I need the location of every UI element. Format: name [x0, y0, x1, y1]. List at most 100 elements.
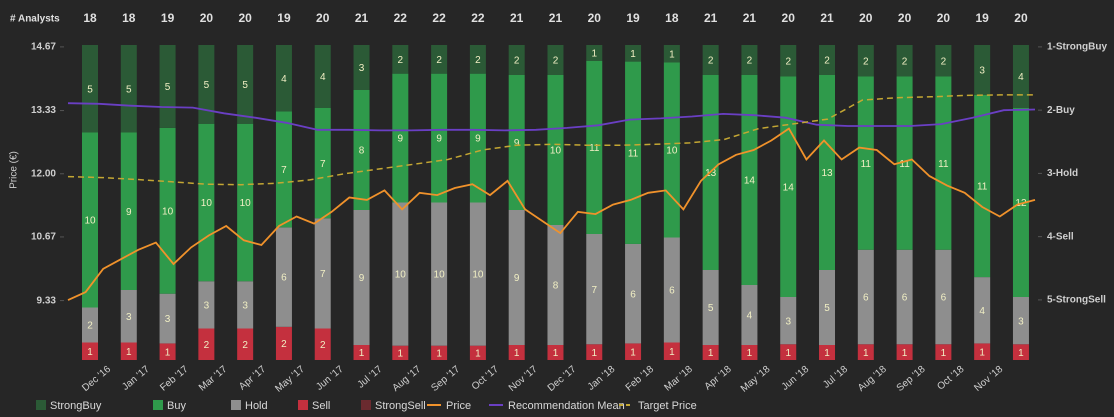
- y-tick-label: 13.33: [31, 105, 56, 116]
- bar-segment: [431, 73, 448, 203]
- y2-tick-label: 4-Sell: [1047, 231, 1074, 242]
- bar-segment: [82, 45, 98, 133]
- bar-segment: [198, 45, 215, 124]
- legend-label: StrongSell: [375, 400, 426, 412]
- bar-label: 1: [785, 348, 791, 359]
- bar-label: 4: [747, 311, 753, 322]
- x-tick-label: Jan '18: [586, 364, 618, 393]
- x-tick-label: Jan '17: [120, 364, 152, 393]
- x-tick-label: Nov '17: [507, 364, 540, 394]
- analyst-count: 21: [510, 11, 524, 25]
- bar-segment: [82, 307, 98, 343]
- analyst-count: 21: [549, 11, 563, 25]
- analyst-count: 20: [200, 11, 214, 25]
- legend-swatch: [36, 400, 46, 410]
- bar-label: 8: [359, 146, 365, 157]
- bar-segment: [431, 345, 448, 360]
- bar-label: 1: [669, 49, 675, 60]
- x-tick-label: Sep '17: [429, 364, 462, 394]
- bar-label: 2: [320, 340, 326, 351]
- bar-segment: [82, 342, 98, 360]
- bar-segment: [120, 132, 137, 290]
- bar-label: 4: [1018, 72, 1024, 83]
- bar-label: 4: [320, 72, 326, 83]
- bar-segment: [819, 75, 836, 270]
- bar-label: 5: [165, 82, 171, 93]
- bar-label: 9: [126, 207, 132, 218]
- analyst-count: 20: [898, 11, 912, 25]
- bar-label: 7: [320, 269, 326, 280]
- bar-label: 11: [628, 148, 639, 159]
- bar-label: 9: [398, 134, 404, 145]
- bar-segment: [857, 344, 874, 360]
- bar-label: 2: [863, 56, 869, 67]
- bar-label: 5: [824, 303, 830, 314]
- legend-swatch: [231, 400, 241, 410]
- x-tick-label: Mar '18: [662, 364, 695, 394]
- analyst-count: 21: [355, 11, 369, 25]
- bar-segment: [780, 45, 797, 77]
- y2-tick-label: 2-Buy: [1047, 105, 1075, 116]
- bar-segment: [586, 60, 603, 234]
- x-tick-label: Aug '17: [391, 364, 424, 394]
- bar-segment: [237, 281, 254, 329]
- bar-label: 1: [630, 49, 636, 60]
- analyst-count: 19: [161, 11, 175, 25]
- bar-segment: [586, 344, 603, 360]
- y2-tick-label: 1-StrongBuy: [1047, 42, 1107, 53]
- analyst-count: 18: [665, 11, 679, 25]
- bar-label: 5: [708, 303, 714, 314]
- bar-segment: [314, 108, 331, 219]
- bar-label: 10: [395, 270, 407, 281]
- x-tick-label: Mar '17: [197, 364, 230, 394]
- x-tick-label: Sep '18: [895, 364, 928, 394]
- analyst-count: 22: [432, 11, 446, 25]
- bar-segment: [120, 342, 137, 360]
- bar-label: 1: [708, 348, 714, 359]
- legend-label: Buy: [167, 400, 186, 412]
- bar-label: 7: [591, 285, 597, 296]
- bar-label: 5: [204, 80, 210, 91]
- bar-segment: [857, 76, 874, 250]
- x-tick-label: Dec '16: [80, 364, 113, 394]
- bar-label: 9: [514, 138, 520, 149]
- bar-label: 2: [824, 56, 830, 67]
- bar-label: 4: [979, 306, 985, 317]
- bar-label: 5: [242, 80, 248, 91]
- y-tick-label: 10.67: [31, 232, 56, 243]
- bar-segment: [508, 345, 525, 360]
- bar-segment: [275, 227, 292, 327]
- x-tick-label: Aug '18: [856, 364, 889, 394]
- bar-label: 1: [436, 348, 442, 359]
- legend-swatch: [361, 400, 371, 410]
- bar-segment: [819, 45, 836, 75]
- bar-label: 6: [281, 273, 287, 284]
- bar-segment: [935, 344, 952, 360]
- bar-label: 2: [708, 56, 714, 67]
- bar-label: 3: [165, 314, 171, 325]
- bar-label: 1: [475, 348, 481, 359]
- bar-segment: [974, 343, 991, 360]
- bar-label: 3: [204, 301, 210, 312]
- bar-label: 2: [436, 55, 442, 66]
- bar-label: 11: [899, 159, 910, 170]
- bar-segment: [974, 45, 991, 95]
- bar-label: 1: [630, 347, 636, 358]
- bar-segment: [547, 345, 564, 360]
- y2-tick-label: 5-StrongSell: [1047, 295, 1106, 306]
- analyst-count: 22: [394, 11, 408, 25]
- bar-label: 6: [863, 293, 869, 304]
- bar-segment: [508, 45, 525, 75]
- bar-segment: [82, 132, 98, 308]
- legend-swatch: [298, 400, 308, 410]
- bar-label: 11: [977, 182, 988, 193]
- bar-label: 1: [747, 348, 753, 359]
- bar-label: 7: [320, 159, 326, 170]
- bar-segment: [275, 111, 292, 228]
- bar-label: 13: [821, 168, 833, 179]
- bar-label: 1: [941, 348, 947, 359]
- x-tick-label: May '17: [273, 364, 307, 395]
- analyst-count: 20: [782, 11, 796, 25]
- bar-label: 10: [240, 198, 252, 209]
